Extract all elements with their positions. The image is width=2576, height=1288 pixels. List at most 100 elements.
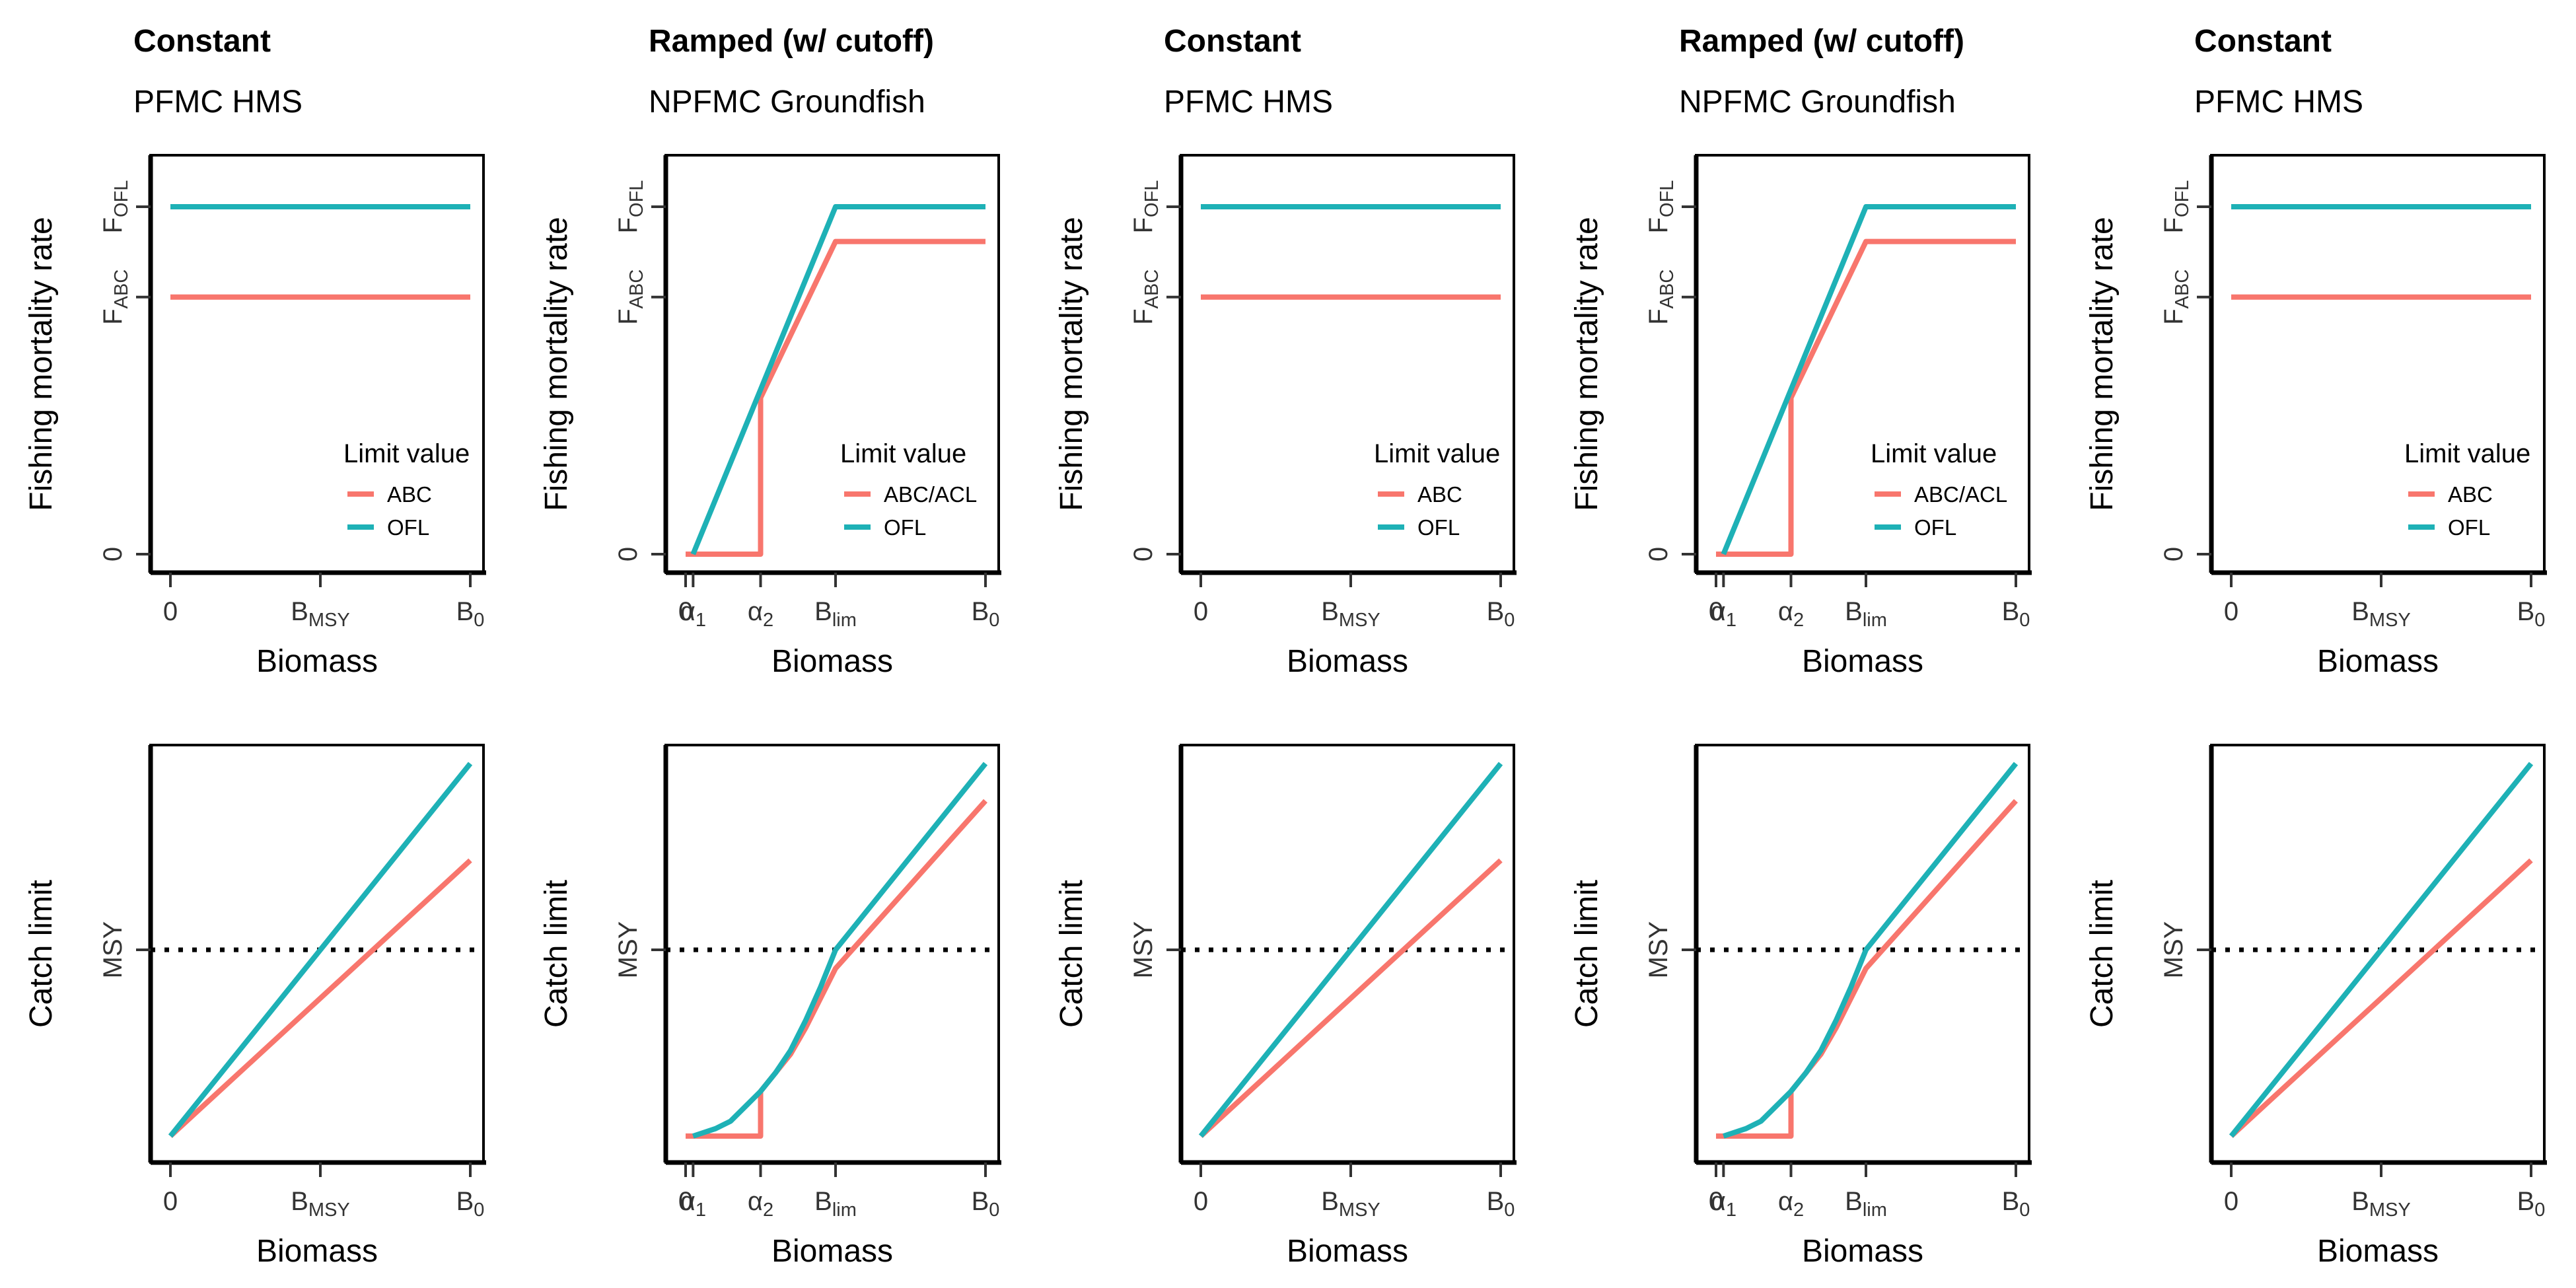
y-tick-label-f-abc-sub: ABC <box>1141 269 1163 309</box>
x-tick-label-zero: 0 <box>1709 597 1723 626</box>
y-tick-label-msy: MSY <box>98 921 127 979</box>
y-axis-title: Catch limit <box>2085 880 2120 1028</box>
x-tick-label-blim: Blim <box>814 1187 857 1221</box>
panel-title: Constant <box>2194 24 2332 59</box>
x-tick-label-bmsy: BMSY <box>2351 1187 2411 1221</box>
y-tick-label-f-ofl: FOFL <box>1129 180 1163 234</box>
y-tick-label-f-ofl-base: F <box>98 217 127 233</box>
x-tick-label-alpha2-sub: 2 <box>763 1199 773 1221</box>
x-tick-label-alpha2: α2 <box>748 597 773 631</box>
x-tick-label-bmsy-sub: MSY <box>2369 1199 2411 1221</box>
x-tick-label-b0-sub: 0 <box>474 1199 484 1221</box>
ofl-series-line <box>1198 762 1503 1138</box>
x-tick-label-alpha1-sub: 1 <box>1726 1199 1736 1221</box>
x-tick-label-alpha1: α1 <box>1711 1187 1736 1221</box>
x-tick-label-b0-sub: 0 <box>1504 610 1515 631</box>
x-tick-label-bmsy: BMSY <box>1321 597 1380 631</box>
x-tick-label-bmsy: BMSY <box>291 1187 350 1221</box>
x-tick-label-alpha2-sub: 2 <box>1793 610 1804 631</box>
y-tick-label-f-abc-sub: ABC <box>111 269 132 309</box>
x-tick-label-b0-base: B <box>2002 1187 2020 1216</box>
y-tick-label-msy: MSY <box>1129 921 1158 979</box>
x-tick-label-bmsy-base: B <box>2351 1187 2369 1216</box>
x-tick-label-zero: 0 <box>2224 1187 2238 1216</box>
panel-subtitle: PFMC HMS <box>2194 85 2363 120</box>
x-tick-label-zero: 0 <box>678 1187 693 1216</box>
x-axis-title: Biomass <box>2317 644 2439 679</box>
y-tick-label-f-abc-sub: ABC <box>2172 269 2193 309</box>
x-tick-label-alpha1: α1 <box>680 1187 706 1221</box>
x-tick-label-blim: Blim <box>1845 597 1887 631</box>
x-tick-label-alpha1-sub: 1 <box>1726 610 1736 631</box>
y-tick-label-f-ofl-sub: OFL <box>1657 180 1678 217</box>
x-tick-label-bmsy-sub: MSY <box>1339 610 1380 631</box>
x-axis-title: Biomass <box>1287 1234 1408 1269</box>
x-tick-label-zero: 0 <box>1194 597 1208 626</box>
x-axis-title: Biomass <box>771 1234 893 1269</box>
x-tick-label-b0: B0 <box>456 1187 485 1221</box>
legend-title: Limit value <box>840 439 966 468</box>
legend-ofl-label: OFL <box>387 515 429 540</box>
legend-abc-label: ABC/ACL <box>1914 482 2007 507</box>
x-tick-label-alpha2-base: α <box>1778 1187 1793 1216</box>
x-tick-label-zero: 0 <box>1194 1187 1208 1216</box>
panel-column-4: Ramped (w/ cutoff) NPFMC Groundfish Fishin… <box>1569 24 2032 1269</box>
x-tick-label-blim: Blim <box>1845 1187 1887 1221</box>
y-tick-label-f-abc: FABC <box>1129 269 1163 325</box>
x-axis-title: Biomass <box>1287 644 1408 679</box>
y-tick-label-zero: 0 <box>98 547 127 561</box>
x-axis-title: Biomass <box>256 1234 378 1269</box>
y-tick-label-f-ofl-base: F <box>1644 217 1673 233</box>
top-plot: Fishing mortality rateBiomass0FABCFOFL0α… <box>1569 154 2032 679</box>
x-tick-label-bmsy-base: B <box>2351 597 2369 626</box>
x-tick-label-b0-base: B <box>2517 1187 2535 1216</box>
x-tick-label-alpha1: α1 <box>680 597 706 631</box>
x-tick-label-blim-base: B <box>1845 597 1863 626</box>
plot-border <box>149 154 485 574</box>
x-tick-label-b0-base: B <box>1487 1187 1505 1216</box>
y-tick-label-f-ofl: FOFL <box>98 180 132 234</box>
y-tick-label-f-ofl-sub: OFL <box>2172 180 2193 217</box>
abc-series-line <box>686 238 985 557</box>
y-tick-label-msy: MSY <box>1644 921 1673 979</box>
legend-abc-label: ABC <box>2448 482 2493 507</box>
x-tick-label-alpha2: α2 <box>1778 597 1804 631</box>
y-tick-label-f-abc: FABC <box>98 269 132 325</box>
plot-border <box>1180 154 1515 574</box>
x-axis-title: Biomass <box>1802 644 1923 679</box>
panel-title: Ramped (w/ cutoff) <box>1679 24 1964 59</box>
legend-title: Limit value <box>1374 439 1500 468</box>
y-tick-label-msy: MSY <box>614 921 643 979</box>
panel-subtitle: PFMC HMS <box>133 85 303 120</box>
abc-series-line <box>686 799 987 1139</box>
ofl-series-line <box>2229 762 2534 1138</box>
panel-subtitle: PFMC HMS <box>1164 85 1333 120</box>
y-tick-label-zero: 0 <box>1129 547 1158 561</box>
x-tick-label-b0-base: B <box>456 597 474 626</box>
x-tick-label-zero: 0 <box>163 1187 178 1216</box>
panel-column-1: Constant PFMC HMS Fishing mortality rate Bi… <box>24 24 486 1269</box>
x-tick-label-bmsy-base: B <box>1321 1187 1339 1216</box>
x-tick-label-blim-base: B <box>1845 1187 1863 1216</box>
y-tick-label-f-abc-base: F <box>2159 308 2188 324</box>
abc-series-line <box>2229 858 2533 1138</box>
x-tick-label-b0-base: B <box>1487 597 1505 626</box>
x-tick-label-zero: 0 <box>1709 1187 1723 1216</box>
panel-subtitle: NPFMC Groundfish <box>649 85 925 120</box>
legend: Limit value ABC OFL <box>1374 439 1500 540</box>
y-tick-label-f-ofl-sub: OFL <box>1141 180 1163 217</box>
panel-column-5: Constant PFMC HMS Fishing mortality rate Bi… <box>2085 24 2547 1269</box>
y-tick-label-f-ofl-base: F <box>2159 217 2188 233</box>
legend-ofl-label: OFL <box>1417 515 1460 540</box>
x-tick-label-bmsy-sub: MSY <box>2369 610 2411 631</box>
x-axis-title: Biomass <box>256 644 378 679</box>
abc-series-line <box>168 858 472 1138</box>
panel-title: Constant <box>1164 24 1301 59</box>
x-tick-label-b0-sub: 0 <box>474 610 484 631</box>
x-tick-label-b0-base: B <box>456 1187 474 1216</box>
